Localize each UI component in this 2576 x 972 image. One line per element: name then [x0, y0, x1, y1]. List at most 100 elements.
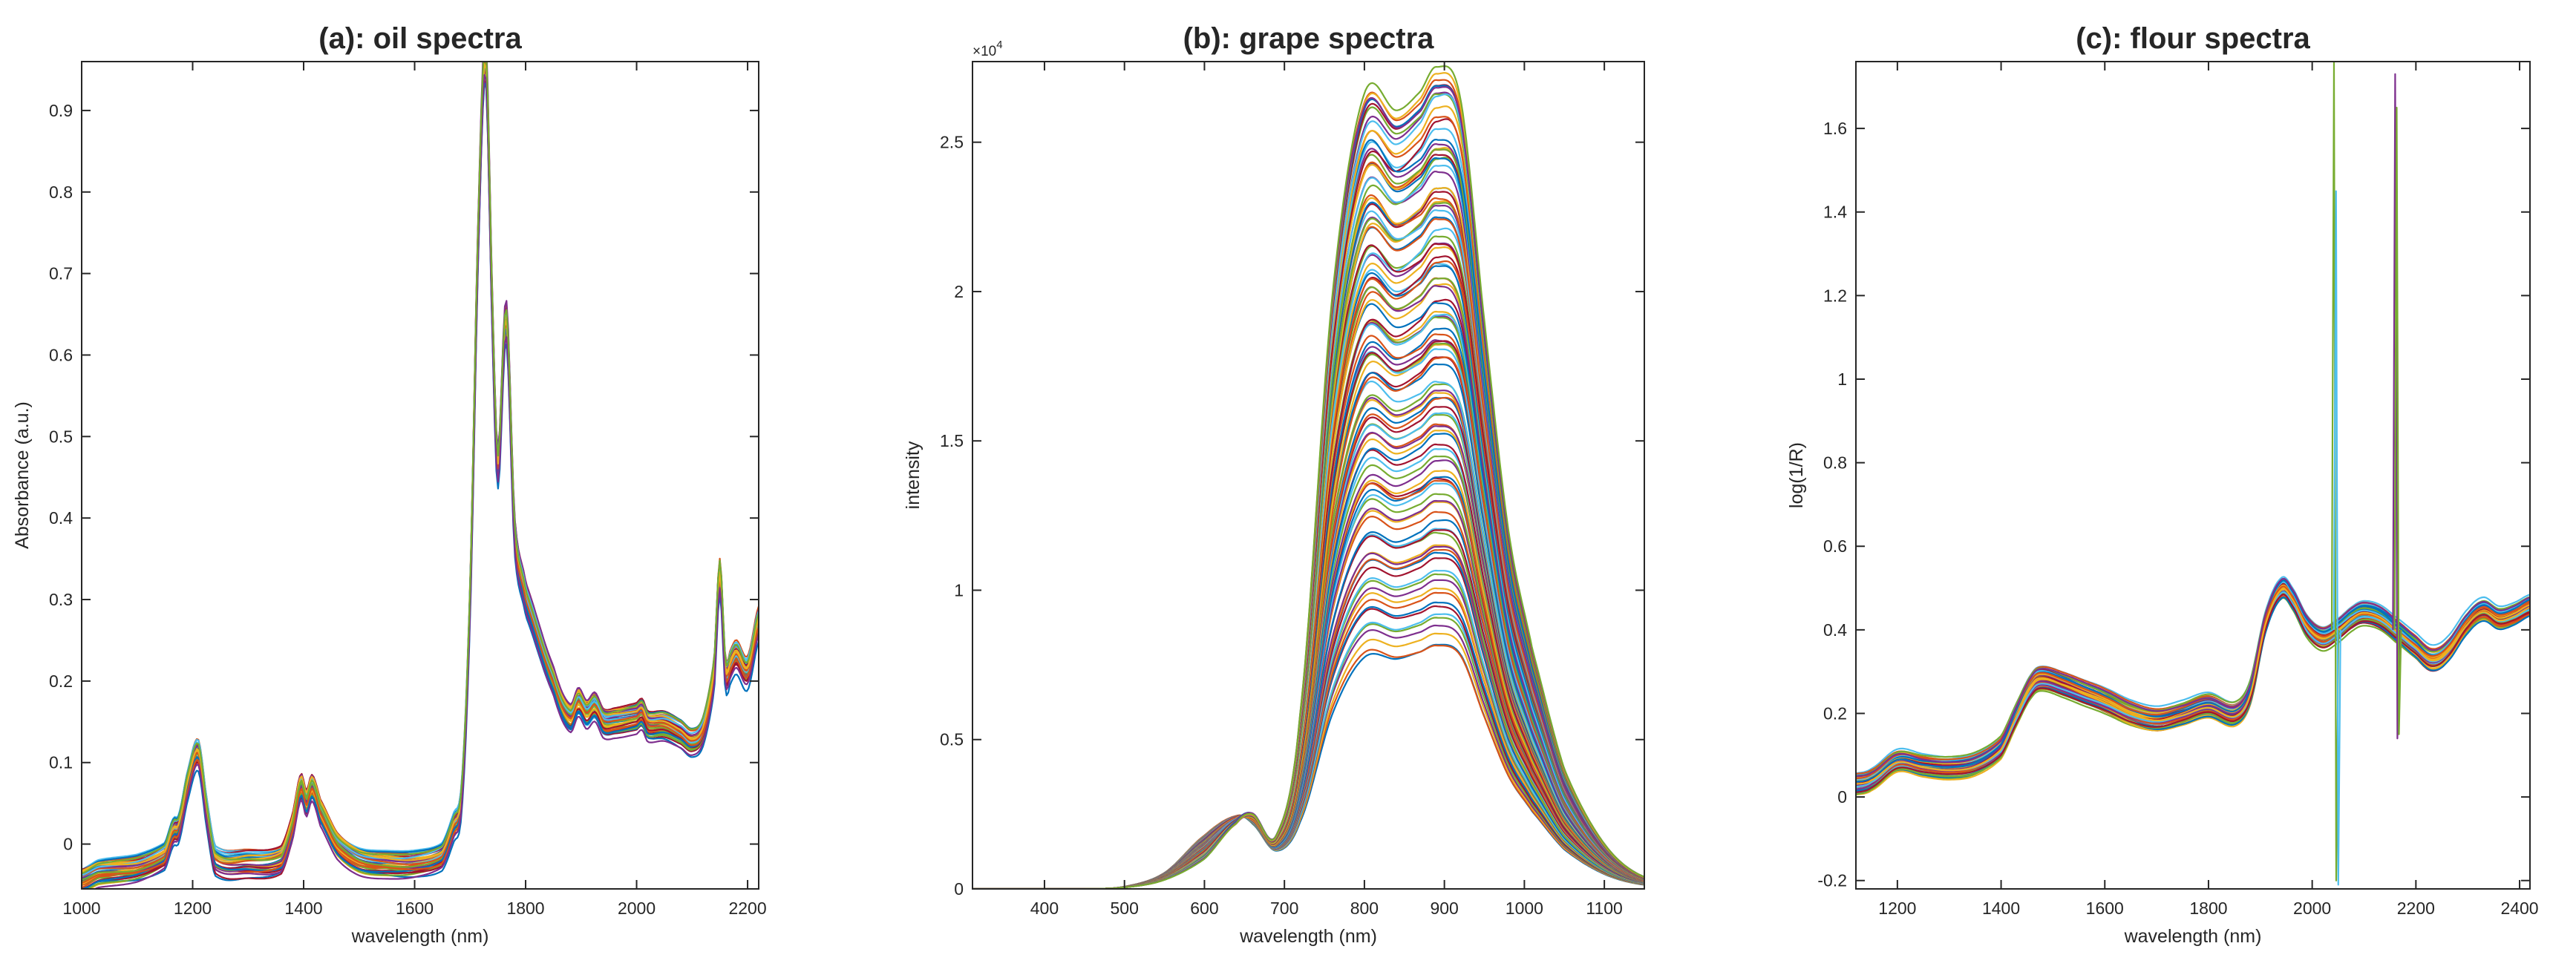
panel-grape-spectra: (b): grape spectra wavelength (nm) inten…	[903, 22, 1645, 947]
series-line	[82, 69, 759, 877]
series-line	[85, 62, 759, 889]
y-tick-label: 0.4	[49, 508, 73, 528]
x-tick-label: 900	[1430, 899, 1458, 918]
series-line	[82, 70, 759, 886]
series-line	[82, 62, 759, 879]
x-tick-label: 600	[1190, 899, 1218, 918]
chart-title: (c): flour spectra	[2076, 22, 2310, 55]
series-line	[1856, 588, 2530, 785]
series-line	[1856, 585, 2530, 782]
series-line	[82, 69, 759, 870]
series-line	[82, 76, 759, 882]
series-line	[82, 62, 759, 884]
series-line	[972, 65, 1644, 889]
series-line	[82, 62, 759, 872]
panel-flour-spectra: (c): flour spectra wavelength (nm) log(1…	[1786, 22, 2539, 947]
y-tick-label: 0.5	[49, 427, 73, 446]
y-tick-label: 1.4	[1823, 203, 1847, 222]
series-line	[972, 632, 1644, 889]
y-axis-exponent-power: 4	[996, 39, 1002, 51]
x-tick-label: 2000	[2293, 899, 2331, 918]
series-line	[82, 63, 759, 881]
x-tick-label: 400	[1030, 899, 1059, 918]
series-line	[94, 74, 759, 889]
series-line	[1856, 576, 2530, 775]
y-tick-label: 0.6	[1823, 536, 1847, 556]
y-tick-label: 0.2	[1823, 703, 1847, 723]
x-tick-label: 1000	[62, 899, 100, 918]
series-line	[1856, 586, 2530, 782]
y-tick-label: 0.4	[1823, 620, 1847, 640]
series-line	[1856, 585, 2530, 781]
axes-box	[972, 61, 1645, 890]
series-line	[82, 73, 759, 887]
series-line	[1856, 585, 2530, 780]
x-axis-label: wavelength (nm)	[1239, 926, 1377, 947]
x-tick-label: 500	[1111, 899, 1139, 918]
series-lines	[972, 65, 1644, 889]
y-tick-label: 0.2	[49, 671, 73, 691]
series-line	[82, 62, 759, 872]
series-line	[1856, 585, 2530, 778]
series-line	[82, 62, 759, 872]
y-axis-label: Absorbance (a.u.)	[12, 401, 33, 549]
series-line	[82, 62, 759, 876]
series-line	[1856, 591, 2530, 785]
series-line	[82, 62, 759, 876]
series-line	[82, 67, 759, 889]
series-line	[1856, 582, 2530, 787]
series-line	[82, 66, 759, 880]
y-tick-label: 1	[954, 580, 964, 600]
spike-line	[2333, 190, 2341, 886]
series-line	[1856, 587, 2530, 785]
panel-oil-spectra: (a): oil spectra wavelength (nm) Absorba…	[12, 22, 767, 947]
series-line	[88, 62, 759, 889]
series-line	[82, 79, 759, 889]
y-tick-label: 1.5	[940, 431, 964, 450]
series-line	[82, 70, 759, 883]
series-line	[1856, 581, 2530, 781]
x-tick-label: 1000	[1506, 899, 1543, 918]
y-tick-label: 0	[1837, 787, 1847, 807]
series-line	[82, 65, 759, 889]
y-axis-label: intensity	[903, 441, 923, 509]
series-line	[82, 82, 759, 889]
series-line	[1856, 577, 2530, 778]
series-line	[82, 62, 759, 881]
chart-title: (b): grape spectra	[1183, 22, 1435, 55]
series-line	[1856, 582, 2530, 778]
y-tick-label: 0.8	[1823, 453, 1847, 473]
series-line	[82, 62, 759, 872]
x-tick-label: 800	[1350, 899, 1379, 918]
series-line	[82, 62, 759, 873]
series-line	[82, 62, 759, 889]
series-line	[1856, 579, 2530, 786]
x-tick-label: 2400	[2500, 899, 2538, 918]
series-line	[82, 62, 759, 870]
x-axis-label: wavelength (nm)	[2124, 926, 2262, 947]
x-tick-label: 700	[1270, 899, 1298, 918]
series-line	[1856, 581, 2530, 780]
axes-box	[1855, 61, 2531, 890]
y-tick-label: 0.9	[49, 101, 73, 120]
series-line	[1856, 578, 2530, 775]
x-tick-label: 1200	[1878, 899, 1916, 918]
y-tick-label: 0.6	[49, 345, 73, 364]
y-tick-label: 0.5	[940, 730, 964, 749]
series-line	[82, 63, 759, 873]
y-tick-label: -0.2	[1817, 871, 1847, 890]
series-line	[82, 62, 759, 885]
series-line	[82, 62, 759, 873]
series-lines	[1856, 62, 2530, 886]
x-tick-label: 1100	[1586, 899, 1622, 918]
series-line	[82, 76, 759, 889]
series-line	[1856, 594, 2530, 794]
series-lines	[82, 62, 759, 889]
series-line	[1856, 585, 2530, 779]
series-line	[82, 62, 759, 881]
series-line	[82, 76, 759, 870]
y-tick-label: 0.8	[49, 183, 73, 202]
series-line	[1856, 579, 2530, 782]
y-tick-label: 2	[954, 282, 964, 301]
